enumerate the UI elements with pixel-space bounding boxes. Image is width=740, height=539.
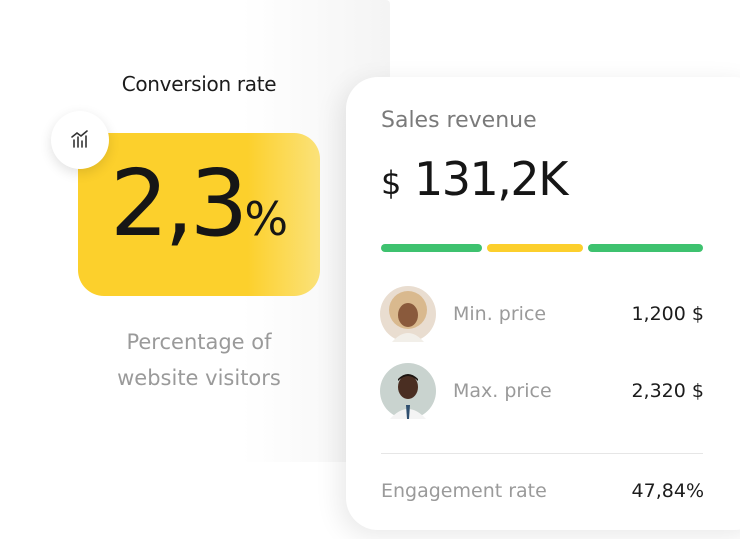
- row-value: 1,200 $: [631, 303, 704, 325]
- subtitle-line: Percentage of: [126, 330, 272, 354]
- chart-icon[interactable]: [51, 111, 109, 169]
- row-label: Min. price: [453, 303, 547, 325]
- card-title: Sales revenue: [381, 108, 537, 133]
- subtitle-line: website visitors: [117, 366, 281, 390]
- row-label: Max. price: [453, 380, 552, 402]
- engagement-value: 47,84%: [631, 480, 704, 502]
- engagement-label: Engagement rate: [381, 480, 547, 502]
- progress-segment: [588, 244, 703, 252]
- currency: $: [381, 164, 402, 202]
- value-number: 2,3: [110, 150, 248, 257]
- highlight-box: [78, 133, 320, 296]
- conversion-value: 2,3%: [110, 158, 288, 250]
- icon-graphic: [71, 130, 88, 148]
- revenue-amount: 131,2K: [414, 152, 568, 206]
- value-unit: %: [244, 192, 289, 246]
- progress-segment: [487, 244, 583, 252]
- divider: [381, 453, 703, 454]
- avatar: [380, 286, 436, 342]
- progress-segment: [381, 244, 482, 252]
- row-value: 2,320 $: [631, 380, 704, 402]
- card-title: Conversion rate: [121, 72, 277, 96]
- avatar: [380, 363, 436, 419]
